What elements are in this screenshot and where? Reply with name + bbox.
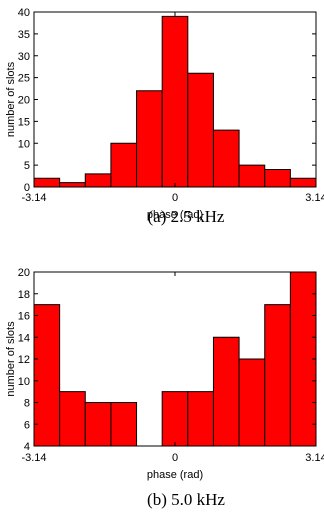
bar-9 [264,304,291,447]
y-tick-label-8: 40 [18,7,30,19]
x-tick-label-1: 0 [172,452,178,464]
x-axis-label: phase (rad) [147,469,203,481]
bar-8 [238,358,266,447]
y-tick-label-0: 4 [24,441,30,453]
x-tick-label-2: 3.14 [305,192,324,204]
bar-1 [59,391,86,447]
bar-10 [289,271,317,447]
y-axis-label: number of slots [5,321,17,397]
bar-8 [238,164,266,188]
y-tick-label-5: 25 [18,73,30,85]
y-tick-label-6: 16 [18,311,30,323]
chart-b: 4 6 8 10 12 14 16 18 20 -3.14 0 3.14 phase (rad) numb… [5,267,324,481]
y-tick-label-3: 10 [18,376,30,388]
bar-3 [110,142,138,188]
x-tick-label-2: 3.14 [305,452,324,464]
y-tick-label-3: 15 [18,116,30,128]
y-tick-label-7: 18 [18,289,30,301]
y-tick-label-1: 6 [24,419,30,431]
bar-6 [187,72,214,188]
x-tick-label-0: -3.14 [21,192,46,204]
bar-0 [33,304,61,447]
bar-9 [264,169,291,188]
y-tick-label-0: 0 [24,182,30,194]
y-tick-label-4: 12 [18,354,30,366]
y-tick-label-5: 14 [18,332,30,344]
y-tick-label-7: 35 [18,29,30,41]
y-tick-label-2: 8 [24,398,30,410]
y-tick-label-2: 10 [18,138,30,150]
bar-3 [110,402,138,447]
y-axis-label: number of slots [5,61,17,137]
bar-2 [84,173,112,188]
y-tick-label-4: 20 [18,95,30,107]
bar-7 [212,129,240,188]
bar-4 [136,90,163,188]
bar-1 [59,182,86,188]
bar-5 [161,15,189,188]
chart-a-caption: (a) 2.5 kHz [148,207,225,226]
x-tick-label-0: -3.14 [21,452,46,464]
y-tick-label-8: 20 [18,267,30,279]
y-tick-label-6: 30 [18,51,30,63]
bar-5 [161,391,189,447]
bar-6 [187,391,214,447]
bar-7 [212,336,240,447]
bar-0 [33,177,61,188]
x-axis-label: phase (rad) [147,209,203,221]
chart-b-caption: (b) 5.0 kHz [147,490,225,509]
y-tick-label-1: 5 [24,160,30,172]
bar-10 [289,177,317,188]
bar-2 [84,402,112,447]
x-tick-label-1: 0 [172,192,178,204]
